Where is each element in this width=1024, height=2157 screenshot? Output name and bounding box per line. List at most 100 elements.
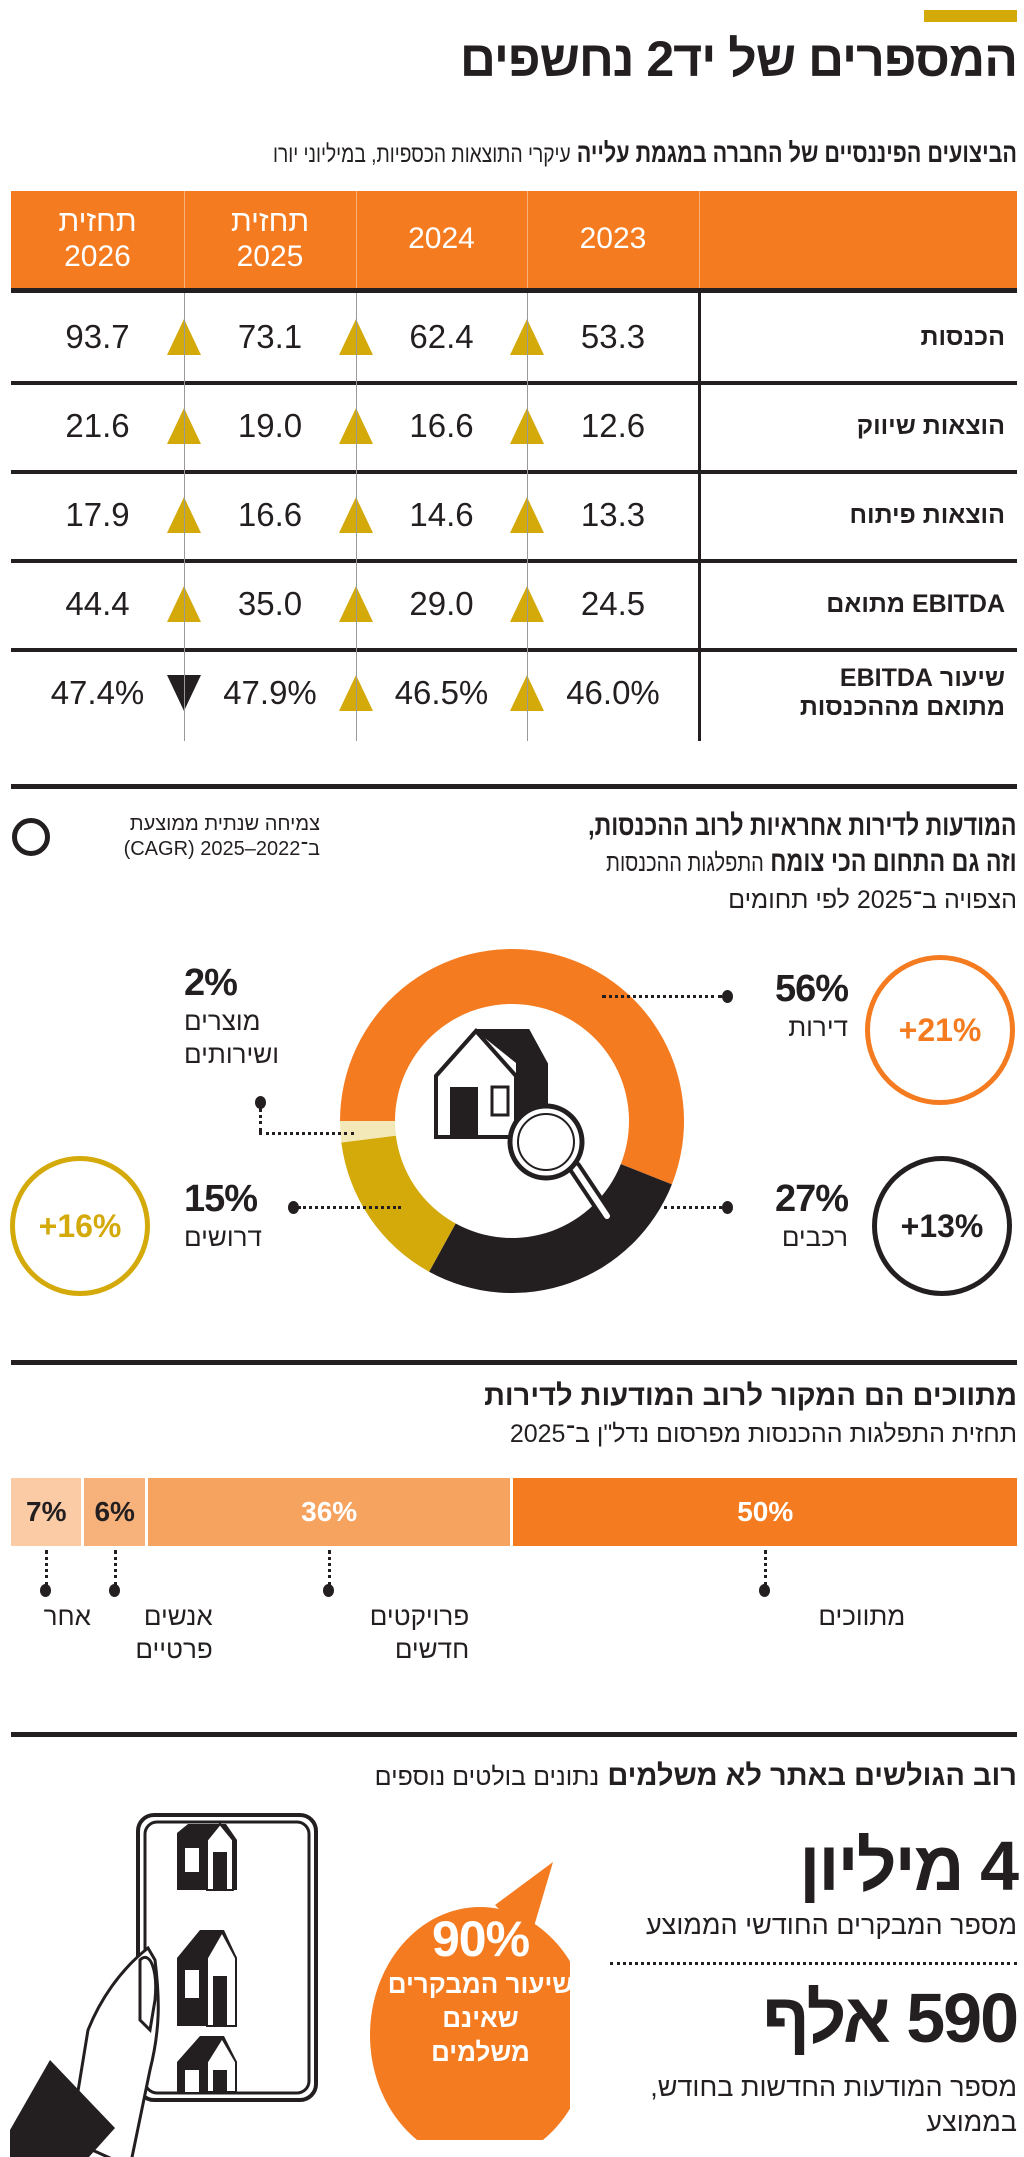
value-cell: 29.0: [409, 585, 474, 622]
legend: צמיחה שנתית ממוצעת ב־2022–2025 (CAGR): [60, 812, 320, 862]
leader-jobs: [298, 1206, 401, 1209]
bar-category-new-projects: פרויקטים חדשים: [369, 1601, 470, 1664]
cat-vehicles: רכבים: [781, 1222, 848, 1252]
label-jobs: 15% דרושים: [184, 1178, 262, 1254]
stat-visitors-label: מספר המבקרים החודשי הממוצע: [645, 1910, 1017, 1940]
leader-dot: [255, 1096, 266, 1109]
value-cell: 46.5%: [394, 674, 489, 711]
label-apartments: 56% דירות: [774, 968, 849, 1044]
pct-apartments: 56%: [774, 968, 849, 1010]
label-vehicles: 27% רכבים: [774, 1178, 849, 1254]
donut-title: המודעות לדירות אחראיות לרוב ההכנסות, וזה…: [481, 808, 1017, 881]
header-divider: [184, 191, 185, 288]
donut-segment-apartments: [340, 949, 684, 1185]
house-icon: [177, 1929, 237, 2027]
bar-subtitle: תחזית התפלגות ההכנסות מפרסום נדל"ן ב־202…: [509, 1420, 1017, 1448]
donut-chart: [340, 949, 684, 1293]
legend-line1: צמיחה שנתית ממוצעת: [129, 813, 320, 835]
bar-leader: [328, 1550, 332, 1586]
hand-holding-phone-icon: [10, 1813, 318, 2157]
table-header: 2023 2024 תחזית 2025 תחזית 2026: [11, 191, 1017, 293]
value-cell: 24.5: [580, 585, 646, 622]
growth-vehicles: +13%: [872, 1156, 1012, 1296]
row-label: EBITDA מתואם: [826, 589, 1005, 618]
visitors-title-light: נתונים בולטים נוספים: [374, 1763, 600, 1791]
speech-bubble: [370, 1862, 570, 2140]
column-header: 2024: [408, 222, 475, 256]
legend-line2: ב־2022–2025 (CAGR): [123, 838, 320, 860]
visitors-title: רוב הגולשים באתר לא משלמים נתונים בולטים…: [375, 1758, 1017, 1794]
donut-subtitle: הצפויה ב־2025 לפי תחומים: [728, 886, 1017, 914]
column-divider: [184, 293, 185, 741]
stat-visitors-value: 4 מיליון: [799, 1827, 1019, 1905]
donut-title-light: התפלגות ההכנסות: [606, 849, 765, 878]
value-cell: 14.6: [409, 496, 474, 533]
column-divider: [527, 293, 528, 741]
bar-category-private: אנשים פרטיים: [135, 1601, 213, 1664]
label-divider: [698, 293, 701, 741]
pct-products: 2%: [184, 962, 238, 1004]
bar-leader-dot: [323, 1584, 335, 1597]
value-cell: 12.6: [580, 407, 646, 444]
bar-leader-dot: [759, 1584, 771, 1597]
growth-apartments: +21%: [865, 955, 1015, 1105]
value-cell: 93.7: [65, 318, 130, 355]
value-cell: 62.4: [409, 318, 474, 355]
donut-segment-jobs: [341, 1135, 456, 1272]
stat-divider: [610, 1962, 1017, 1965]
value-cell: 16.6: [409, 407, 474, 444]
bar-title: מתווכים הם המקור לרוב המודעות לדירות: [484, 1380, 1017, 1412]
donut-segments: [340, 949, 684, 1293]
bar-segment-new-projects: 36%: [147, 1478, 511, 1546]
value-cell: 21.6: [65, 407, 130, 444]
donut-title-line2: וזה גם התחום הכי צומח התפלגות ההכנסות: [589, 844, 1017, 880]
table-row: EBITDA מתואם 24.5 29.0 35.0 44.4: [11, 560, 1017, 652]
row-label: הוצאות שיווק: [856, 411, 1005, 440]
value-cell: 47.9%: [223, 674, 317, 711]
value-cell: 53.3: [580, 318, 646, 355]
donut-title-line1: המודעות לדירות אחראיות לרוב ההכנסות,: [588, 810, 1017, 842]
value-cell: 44.4: [65, 585, 130, 622]
bar-category-other: אחר: [43, 1601, 91, 1631]
cat-products: מוצרים ושירותים: [184, 1006, 279, 1069]
leader-products-v: [259, 1108, 262, 1132]
table-row: שיעור EBITDA מתואם מההכנסות 46.0% 46.5% 47.…: [11, 649, 1017, 737]
value-cell: 17.9: [65, 496, 130, 533]
section-divider: [11, 1732, 1017, 1737]
house-icon: [177, 2036, 237, 2093]
bubble-label: שיעור המבקרים שאינם משלמים: [387, 1969, 574, 2067]
stat-listings-value: 590 אלף: [762, 1979, 1019, 2057]
leader-products: [259, 1132, 354, 1135]
table-subtitle: עיקרי התוצאות הכספיות, במיליוני יורו: [272, 141, 571, 168]
column-header: תחזית 2026: [58, 205, 137, 273]
value-cell: 47.4%: [50, 674, 145, 711]
row-label: הוצאות פיתוח: [849, 500, 1005, 529]
leader-apartments: [602, 995, 722, 998]
bubble-value: 90%: [431, 1911, 530, 1967]
table-row: הכנסות 53.3 62.4 73.1 93.7: [11, 293, 1017, 385]
legend-ring-icon: [12, 818, 50, 856]
column-divider: [356, 293, 357, 741]
growth-jobs: +16%: [10, 1156, 150, 1296]
leader-vehicles: [664, 1206, 722, 1209]
accent-bar: [924, 10, 1017, 22]
bar-leader-dot: [40, 1584, 52, 1597]
house-icon: [177, 1822, 237, 1891]
page-title: המספרים של יד2 נחשפים: [459, 31, 1018, 87]
bar-leader-dot: [108, 1584, 120, 1597]
value-cell: 73.1: [237, 318, 303, 355]
column-header: תחזית 2025: [230, 205, 310, 273]
pct-vehicles: 27%: [774, 1178, 849, 1220]
header-divider: [527, 191, 528, 288]
header-divider: [356, 191, 357, 288]
row-label: שיעור EBITDA מתואם מההכנסות: [799, 664, 1005, 721]
header-divider: [699, 191, 700, 288]
leader-dot: [722, 990, 733, 1003]
stat-listings-label: מספר המודעות החדשות בחודש, בממוצע: [650, 2072, 1017, 2138]
row-label: הכנסות: [920, 322, 1005, 351]
cat-apartments: דירות: [788, 1012, 848, 1042]
table-row: הוצאות שיווק 12.6 16.6 19.0 21.6: [11, 382, 1017, 474]
bar-segment-private: 6%: [84, 1478, 145, 1546]
pct-jobs: 15%: [184, 1178, 258, 1220]
section-divider: [11, 1360, 1017, 1365]
